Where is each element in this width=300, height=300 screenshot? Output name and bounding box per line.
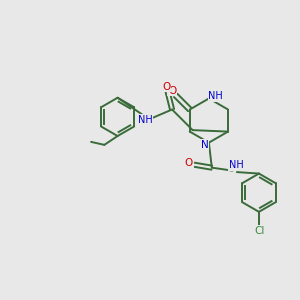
Text: NH: NH — [229, 160, 243, 170]
Text: N: N — [201, 140, 208, 150]
Text: O: O — [162, 82, 170, 92]
Text: NH: NH — [208, 91, 223, 101]
Text: Cl: Cl — [255, 226, 265, 236]
Text: NH: NH — [138, 115, 152, 125]
Text: O: O — [168, 86, 176, 96]
Text: O: O — [185, 158, 193, 168]
